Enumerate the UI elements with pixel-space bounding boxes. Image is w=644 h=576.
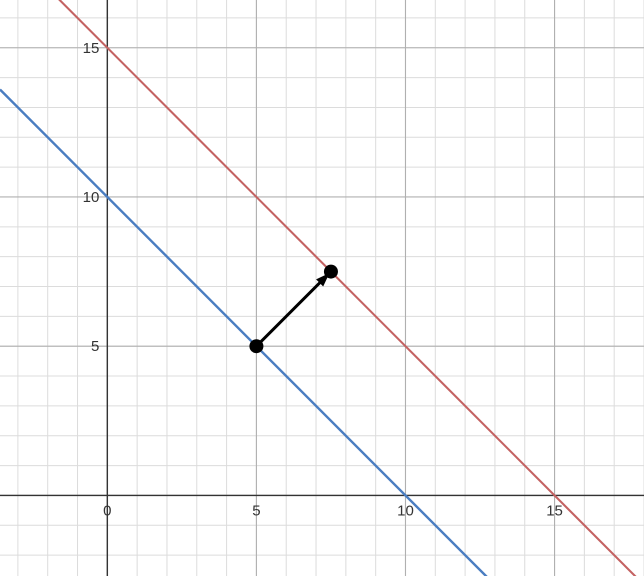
x-tick-label: 15 (546, 502, 563, 519)
point-start (249, 339, 263, 353)
y-tick-label: 5 (91, 338, 99, 355)
x-tick-label: 0 (103, 502, 111, 519)
coordinate-plane: 0 5 10 15 5 10 15 (0, 0, 644, 576)
y-tick-label: 15 (83, 40, 100, 57)
y-tick-label: 10 (83, 189, 100, 206)
x-tick-label: 5 (252, 502, 260, 519)
x-tick-label: 10 (397, 502, 414, 519)
point-end (324, 265, 338, 279)
